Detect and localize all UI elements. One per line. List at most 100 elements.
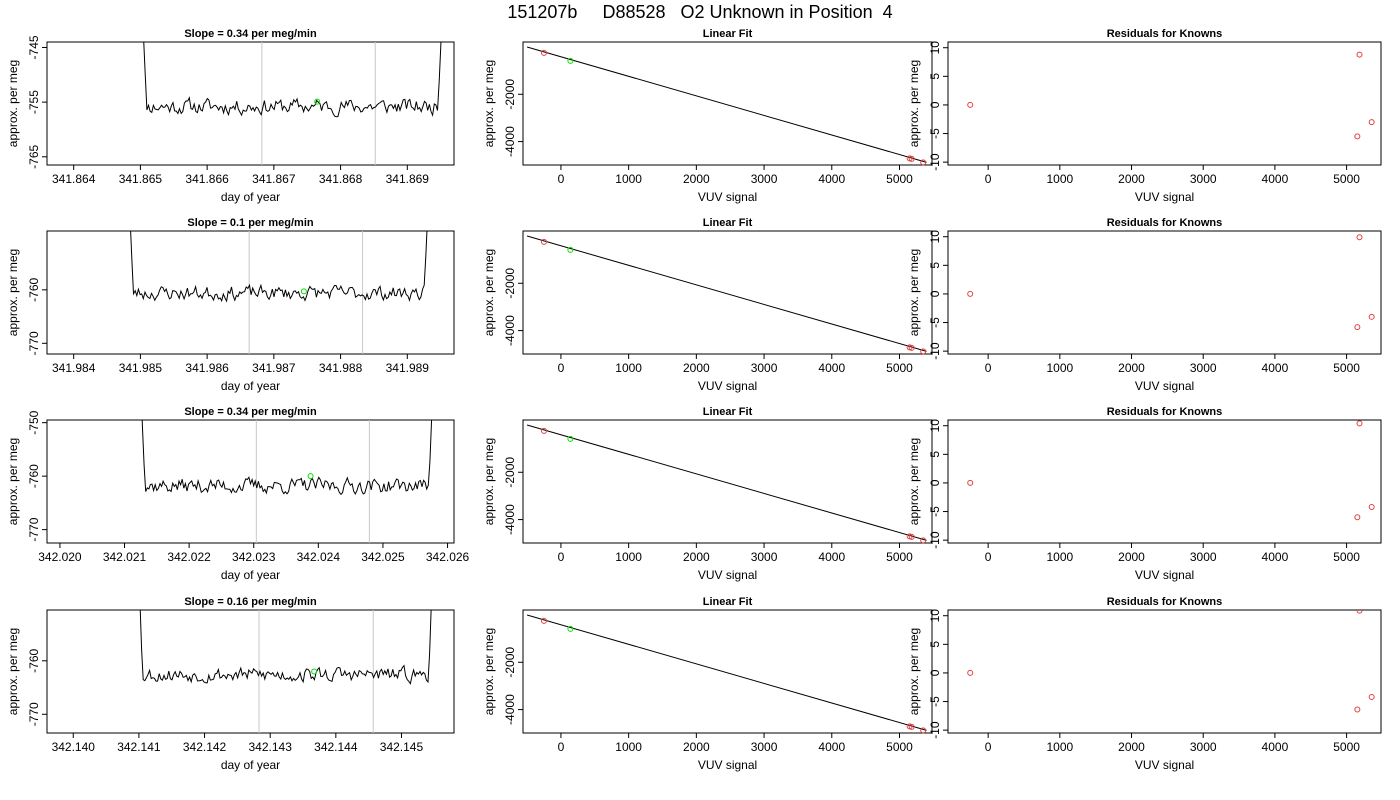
x-tick-label: 341.986: [185, 361, 229, 375]
y-tick-label: 5: [928, 73, 942, 80]
x-tick-label: 342.023: [232, 550, 276, 564]
x-tick-label: 341.985: [119, 361, 163, 375]
residual-point: [1368, 119, 1375, 126]
residual-point: [1354, 706, 1361, 713]
x-tick-label: 1000: [615, 172, 642, 186]
plot-frame: [522, 609, 933, 734]
y-tick-label: -4000: [503, 126, 517, 157]
fit-line: [526, 424, 927, 541]
x-tick-label: 4000: [818, 172, 845, 186]
x-tick-label: 2000: [1118, 361, 1145, 375]
y-tick-label: -760: [27, 277, 41, 301]
known-point: [540, 238, 547, 245]
x-axis-label: day of year: [221, 568, 280, 582]
y-tick-label: -4000: [503, 694, 517, 725]
x-tick-label: 4000: [818, 740, 845, 754]
panel-title: Residuals for Knowns: [1107, 406, 1223, 418]
y-tick-label: -10: [928, 153, 942, 171]
y-tick-label: -5: [928, 317, 942, 328]
residual-point: [1368, 693, 1375, 700]
x-tick-label: 1000: [1046, 172, 1073, 186]
x-tick-label: 5000: [1333, 550, 1360, 564]
y-axis-label: approx. per meg: [482, 628, 496, 715]
x-axis-label: VUV signal: [1135, 758, 1194, 772]
known-point: [908, 344, 915, 351]
y-tick-label: 10: [928, 41, 942, 55]
x-tick-label: 2000: [683, 361, 710, 375]
panel-title: Slope = 0.1 per meg/min: [187, 217, 314, 229]
signal-trace: [143, 42, 442, 118]
y-axis-label: approx. per meg: [6, 249, 20, 336]
x-axis-label: day of year: [221, 379, 280, 393]
x-tick-label: 0: [558, 550, 565, 564]
y-tick-label: -755: [27, 90, 41, 114]
plot-frame: [947, 41, 1382, 166]
y-tick-label: -5: [928, 696, 942, 707]
x-tick-label: 4000: [818, 550, 845, 564]
x-tick-label: 341.988: [319, 361, 363, 375]
x-tick-label: 2000: [1118, 172, 1145, 186]
x-tick-label: 342.140: [52, 740, 96, 754]
x-tick-label: 0: [985, 550, 992, 564]
panel-title: Residuals for Knowns: [1107, 28, 1223, 40]
residual-point: [1368, 503, 1375, 510]
x-tick-label: 342.026: [426, 550, 470, 564]
y-axis-label: approx. per meg: [907, 628, 921, 715]
unknown-point: [314, 98, 321, 105]
panel-title: Linear Fit: [703, 28, 753, 40]
x-axis-label: VUV signal: [698, 379, 757, 393]
residual-point: [967, 290, 974, 297]
x-tick-label: 3000: [1190, 550, 1217, 564]
x-tick-label: 3000: [751, 172, 778, 186]
x-tick-label: 1000: [1046, 361, 1073, 375]
x-tick-label: 3000: [751, 361, 778, 375]
plot-frame: [46, 230, 455, 355]
y-tick-label: 10: [928, 419, 942, 433]
plot-frame: [947, 419, 1382, 544]
x-tick-label: 342.145: [380, 740, 424, 754]
y-tick-label: -745: [27, 35, 41, 59]
x-tick-label: 3000: [1190, 361, 1217, 375]
panel-title: Residuals for Knowns: [1107, 596, 1223, 608]
y-tick-label: 0: [928, 101, 942, 108]
y-axis-label: approx. per meg: [907, 249, 921, 336]
x-tick-label: 1000: [615, 361, 642, 375]
plot-frame: [522, 230, 933, 355]
residual-point: [1354, 514, 1361, 521]
signal-trace: [130, 231, 428, 303]
x-tick-label: 342.022: [167, 550, 211, 564]
x-tick-label: 342.021: [103, 550, 147, 564]
y-tick-label: 0: [928, 290, 942, 297]
known-point: [920, 159, 927, 166]
known-point: [540, 617, 547, 624]
y-tick-label: 10: [928, 230, 942, 244]
known-point: [920, 727, 927, 734]
y-axis-label: approx. per meg: [907, 438, 921, 525]
unknown-point: [300, 288, 307, 295]
x-axis-label: VUV signal: [698, 190, 757, 204]
y-tick-label: -770: [27, 331, 41, 355]
known-point: [540, 427, 547, 434]
x-tick-label: 4000: [1262, 172, 1289, 186]
x-tick-label: 1000: [615, 550, 642, 564]
x-axis-label: VUV signal: [698, 758, 757, 772]
panel-title: Residuals for Knowns: [1107, 217, 1223, 229]
x-tick-label: 3000: [1190, 172, 1217, 186]
x-tick-label: 4000: [1262, 550, 1289, 564]
y-axis-label: approx. per meg: [907, 60, 921, 147]
known-point: [908, 533, 915, 540]
y-axis-label: approx. per meg: [6, 628, 20, 715]
plot-frame: [46, 609, 455, 734]
y-tick-label: -770: [27, 702, 41, 726]
signal-trace: [139, 610, 432, 685]
x-tick-label: 342.144: [314, 740, 358, 754]
unknown-point: [567, 435, 574, 442]
x-tick-label: 342.025: [361, 550, 405, 564]
residual-point: [967, 101, 974, 108]
y-axis-label: approx. per meg: [482, 249, 496, 336]
y-axis-label: approx. per meg: [6, 438, 20, 525]
x-tick-label: 3000: [751, 550, 778, 564]
plot-frame: [522, 41, 933, 166]
fit-line: [526, 46, 927, 163]
